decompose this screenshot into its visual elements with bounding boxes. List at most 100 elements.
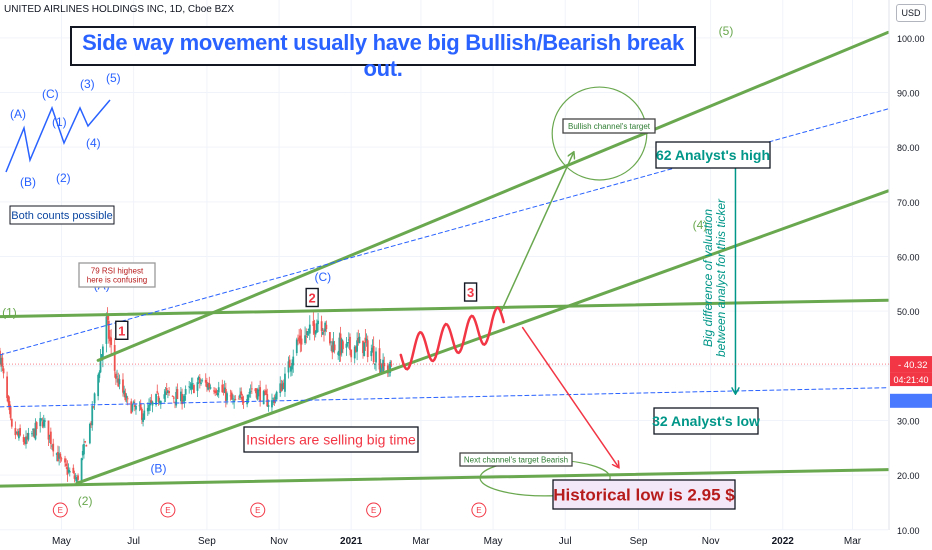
candle [279, 376, 282, 397]
x-tick-label: Jul [127, 536, 140, 547]
candle [19, 424, 22, 437]
candle [182, 394, 185, 404]
bearish-target-note-text: Next channel's target Bearish [464, 455, 568, 464]
candle [8, 396, 11, 415]
candle [151, 400, 154, 413]
analyst-high-note: 62 Analyst's high [655, 141, 771, 169]
x-tick-label: Jul [559, 536, 572, 547]
candle [57, 445, 59, 462]
candle [150, 394, 153, 405]
dashed-level-tag [890, 393, 932, 408]
candle [163, 389, 166, 403]
candle [124, 388, 127, 402]
candle [315, 319, 318, 333]
historical-low-note: Historical low is 2.95 $ [552, 479, 736, 510]
candle [64, 455, 66, 467]
candle [357, 329, 360, 346]
candle [255, 388, 258, 400]
currency-badge[interactable]: USD [896, 4, 926, 22]
candle [379, 359, 382, 374]
candle [197, 375, 200, 384]
candle [0, 354, 3, 372]
candle [159, 400, 162, 409]
candle [180, 387, 182, 405]
candle [389, 359, 392, 377]
candle [88, 422, 91, 445]
y-tick-label: 10.00 [897, 526, 920, 536]
candle [305, 328, 308, 344]
candle [284, 367, 286, 397]
rsi-note-text: here is confusing [87, 275, 147, 284]
y-tick-label: 20.00 [897, 471, 920, 481]
candle [258, 385, 260, 397]
candle [93, 392, 96, 411]
candle [230, 390, 233, 400]
candle [92, 406, 95, 409]
candle [7, 394, 10, 407]
pivot-box: 2 [305, 287, 319, 308]
candle [99, 349, 102, 374]
candle [164, 386, 167, 402]
candle [91, 401, 94, 431]
candle [209, 384, 212, 390]
candle [314, 330, 317, 338]
wave-label: (C) [314, 270, 331, 284]
candle [118, 374, 121, 390]
candle [363, 342, 366, 357]
candle [84, 440, 87, 444]
candle [292, 349, 295, 373]
candle [198, 374, 201, 389]
candle [67, 463, 70, 474]
candle [365, 333, 368, 347]
candle [378, 339, 381, 374]
x-tick-label: Mar [412, 536, 430, 547]
candle [362, 340, 364, 359]
candle [40, 418, 43, 422]
y-tick-label: 30.00 [897, 416, 920, 426]
candle [262, 389, 265, 405]
candle [390, 360, 393, 367]
pivot-number: 1 [118, 323, 125, 338]
candle [26, 432, 29, 444]
candle [35, 421, 38, 436]
x-tick-label: May [484, 536, 503, 547]
candle [370, 344, 373, 362]
countdown-text: 04:21:40 [893, 375, 928, 385]
candle [340, 337, 343, 357]
earnings-label: E [165, 506, 170, 515]
candle [224, 382, 227, 408]
analyst-low-note-text: 32 Analyst's low [652, 413, 760, 429]
candle [221, 379, 224, 394]
candle [138, 401, 141, 412]
candle [142, 413, 144, 427]
candle [68, 467, 71, 477]
candle [234, 395, 237, 401]
y-tick-label: 60.00 [897, 253, 920, 263]
candle [383, 356, 386, 371]
candle [308, 315, 311, 341]
candle [281, 380, 284, 391]
candle [135, 403, 137, 415]
candle [299, 328, 302, 353]
candle [239, 387, 241, 401]
candle [72, 464, 75, 475]
candle [206, 377, 208, 392]
candle [254, 388, 257, 394]
countdown-tag: 04:21:40 [890, 372, 932, 387]
candle [131, 403, 134, 413]
candle [52, 438, 55, 457]
analyst-high-note-text: 62 Analyst's high [656, 147, 770, 163]
candle [168, 387, 170, 396]
candle [375, 347, 377, 371]
candle [196, 377, 199, 397]
candle [130, 398, 133, 414]
candle [22, 434, 25, 445]
candle [41, 417, 44, 429]
candle [242, 395, 245, 409]
candle [55, 452, 58, 462]
candle [90, 421, 92, 428]
y-tick-label: 100.00 [897, 34, 925, 44]
wave-squiggle [399, 306, 505, 371]
y-tick-label: 70.00 [897, 198, 920, 208]
